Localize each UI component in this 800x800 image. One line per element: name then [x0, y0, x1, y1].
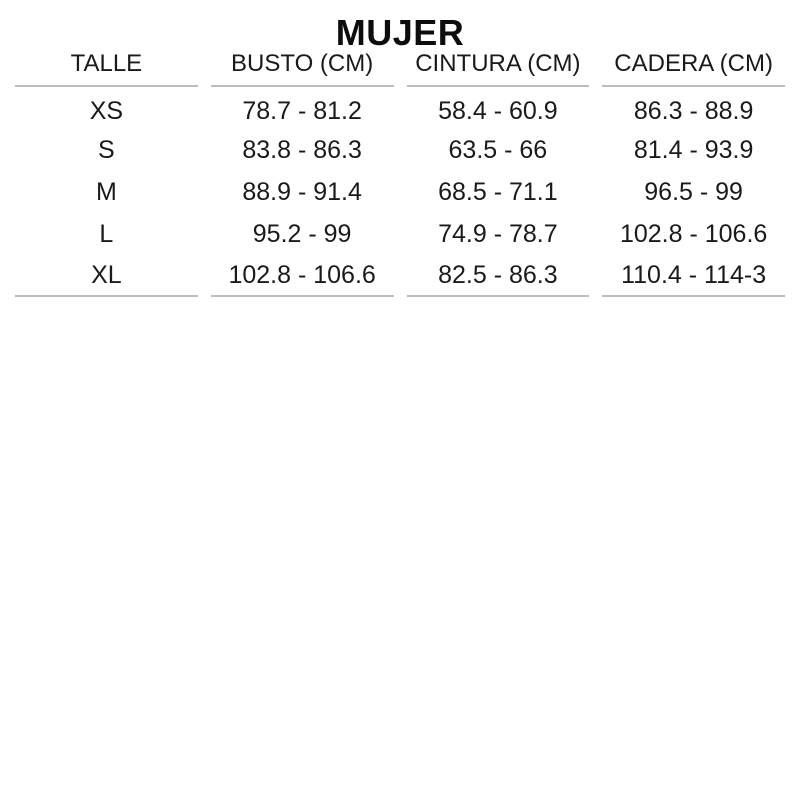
cadera-cell: 102.8 - 106.6: [619, 219, 768, 248]
size-label-cell: M: [95, 177, 117, 206]
cintura-cell: 68.5 - 71.1: [438, 177, 558, 206]
column-header-busto: BUSTO (CM): [210, 50, 394, 87]
column-header-talle: TALLE: [15, 50, 198, 87]
busto-cell: 95.2 - 99: [252, 219, 352, 248]
cadera-cell: 86.3 - 88.9: [633, 96, 754, 125]
cadera-cell: 81.4 - 93.9: [633, 135, 754, 164]
cintura-cell: 63.5 - 66: [448, 135, 548, 164]
busto-cell: 78.7 - 81.2: [242, 96, 362, 125]
column-header-cadera: CADERA (CM): [602, 50, 785, 87]
table-row-m: M 88.9 - 91.4 68.5 - 71.1 96.5 - 99: [15, 171, 785, 213]
table-row-xs: XS 78.7 - 81.2 58.4 - 60.9 86.3 - 88.9: [15, 87, 785, 129]
table-row-l: L 95.2 - 99 74.9 - 78.7 102.8 - 106.6: [15, 213, 785, 255]
cintura-cell: 82.5 - 86.3: [406, 255, 590, 297]
size-table: TALLE BUSTO (CM) CINTURA (CM) CADERA (CM…: [2, 50, 798, 297]
busto-cell: 88.9 - 91.4: [242, 177, 362, 206]
table-body: XS 78.7 - 81.2 58.4 - 60.9 86.3 - 88.9 S…: [15, 87, 785, 297]
table-header: TALLE BUSTO (CM) CINTURA (CM) CADERA (CM…: [15, 50, 785, 87]
cintura-cell: 58.4 - 60.9: [438, 96, 558, 125]
size-label-cell: XL: [15, 255, 198, 297]
size-label-cell: S: [98, 135, 115, 164]
size-label-cell: L: [99, 219, 114, 248]
column-header-cintura: CINTURA (CM): [406, 50, 590, 87]
table-row-xl: XL 102.8 - 106.6 82.5 - 86.3 110.4 - 114…: [15, 255, 785, 297]
busto-cell: 83.8 - 86.3: [242, 135, 362, 164]
cadera-cell: 96.5 - 99: [644, 177, 743, 206]
size-label-cell: XS: [89, 96, 124, 125]
header-row: TALLE BUSTO (CM) CINTURA (CM) CADERA (CM…: [15, 50, 785, 87]
table-row-s: S 83.8 - 86.3 63.5 - 66 81.4 - 93.9: [15, 129, 785, 171]
busto-cell: 102.8 - 106.6: [210, 255, 394, 297]
page-title: MUJER: [335, 12, 465, 53]
cintura-cell: 74.9 - 78.7: [438, 219, 558, 248]
cadera-cell: 110.4 - 114-3: [602, 255, 785, 297]
